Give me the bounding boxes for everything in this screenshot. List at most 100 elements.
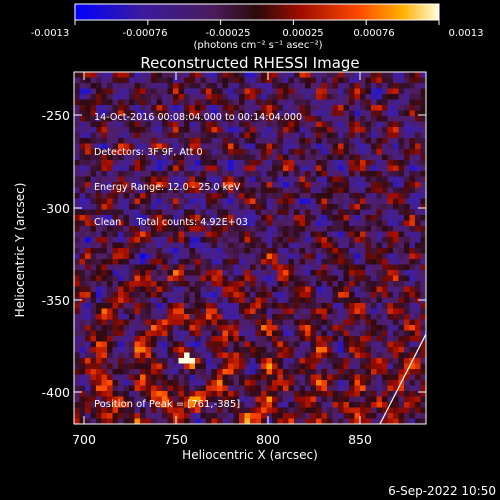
image-pixel [101,94,108,100]
image-pixel [338,341,344,348]
image-pixel [332,407,339,414]
image-pixel [123,193,130,199]
image-pixel [316,105,322,111]
image-pixel [376,275,383,282]
image-pixel [310,385,317,392]
image-pixel [200,281,207,287]
image-pixel [250,402,256,408]
image-pixel [123,77,130,84]
image-pixel [310,402,317,408]
image-pixel [123,347,130,353]
image-pixel [360,171,366,177]
image-pixel [387,99,394,106]
image-pixel [321,204,328,210]
image-pixel [272,374,278,381]
image-pixel [294,242,300,249]
image-pixel [228,391,234,397]
image-pixel [415,352,421,359]
image-pixel [338,374,344,381]
image-pixel [189,182,196,188]
image-pixel [90,297,97,304]
image-pixel [74,402,80,408]
image-pixel [343,116,350,122]
image-pixel [349,264,355,271]
image-pixel [90,308,97,315]
image-pixel [349,121,355,128]
image-pixel [299,176,306,183]
image-pixel [145,363,152,370]
image-pixel [118,369,124,375]
image-pixel [266,325,273,331]
image-pixel [140,226,146,232]
image-pixel [217,237,223,243]
image-pixel [255,149,262,155]
image-pixel [134,292,141,298]
image-pixel [206,402,212,408]
image-pixel [409,154,416,161]
image-pixel [85,121,91,128]
image-pixel [332,209,339,216]
image-pixel [316,165,322,172]
image-pixel [118,270,124,276]
image-pixel [283,264,289,271]
image-pixel [239,193,245,199]
image-pixel [327,319,333,326]
image-pixel [228,149,234,155]
image-pixel [167,259,174,265]
image-pixel [79,264,86,271]
image-pixel [261,358,267,364]
image-pixel [156,281,163,287]
image-pixel [261,77,267,84]
image-pixel [200,110,207,117]
image-pixel [200,286,207,293]
image-pixel [354,308,361,315]
image-pixel [129,402,135,408]
image-pixel [404,407,410,414]
image-pixel [195,171,201,177]
image-pixel [129,380,135,386]
image-pixel [288,182,295,188]
image-pixel [222,407,229,414]
image-pixel [173,336,179,342]
image-pixel [409,413,416,419]
image-pixel [74,259,80,265]
image-pixel [420,110,426,117]
image-pixel [118,358,124,364]
image-pixel [299,402,306,408]
image-pixel [294,297,300,304]
image-pixel [118,314,124,320]
image-pixel [107,303,113,309]
image-pixel [398,248,405,254]
image-pixel [101,330,108,337]
image-pixel [200,193,207,199]
image-pixel [107,259,113,265]
image-pixel [299,413,306,419]
image-pixel [288,358,295,364]
image-pixel [85,275,91,282]
image-pixel [156,314,163,320]
image-pixel [217,138,223,144]
image-pixel [222,237,229,243]
image-pixel [140,264,146,271]
image-pixel [332,347,339,353]
image-pixel [316,242,322,249]
image-pixel [354,259,361,265]
image-pixel [327,77,333,84]
image-pixel [156,121,163,128]
image-pixel [101,154,108,161]
image-pixel [162,143,168,150]
image-pixel [239,149,245,155]
image-pixel [244,325,251,331]
image-pixel [272,165,278,172]
image-pixel [96,336,102,342]
image-pixel [167,105,174,111]
image-pixel [360,308,366,315]
y-tick-label: -250 [42,108,70,123]
image-pixel [156,391,163,397]
image-pixel [266,132,273,139]
image-pixel [123,253,130,260]
image-pixel [387,143,394,150]
image-pixel [393,314,399,320]
image-pixel [118,259,124,265]
image-pixel [217,116,223,122]
